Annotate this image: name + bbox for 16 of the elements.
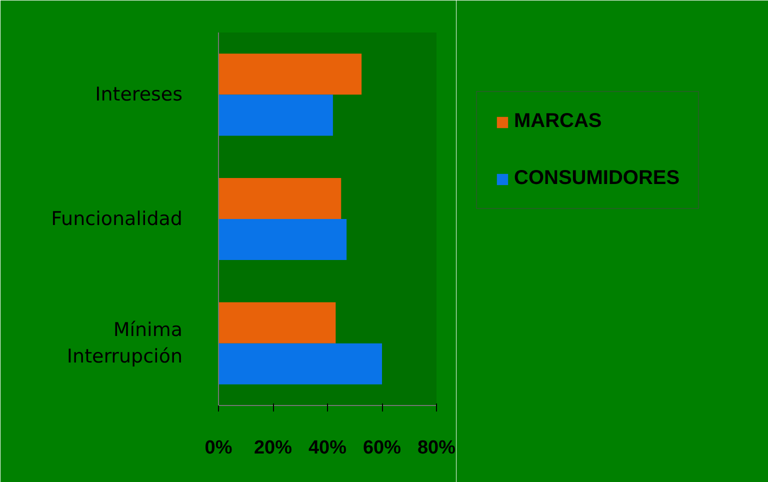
y-tick-label: Mínima Interrupción (66, 319, 183, 368)
bar (218, 219, 347, 260)
y-tick-label: Intereses (95, 84, 183, 106)
bar (218, 302, 336, 344)
bar (218, 343, 382, 384)
x-tick-label: 80% (417, 438, 456, 458)
legend-label: CONSUMIDORES (514, 167, 680, 190)
bar (218, 94, 333, 136)
bar (218, 178, 342, 219)
x-tick-label: 60% (362, 438, 402, 458)
y-tick-label: Funcionalidad (51, 208, 183, 230)
x-tick-label: 40% (308, 438, 347, 458)
x-tick-label: 0% (204, 438, 232, 458)
bar (218, 54, 362, 95)
x-tick-label: 20% (254, 438, 292, 458)
legend-label: MARCAS (514, 110, 602, 133)
